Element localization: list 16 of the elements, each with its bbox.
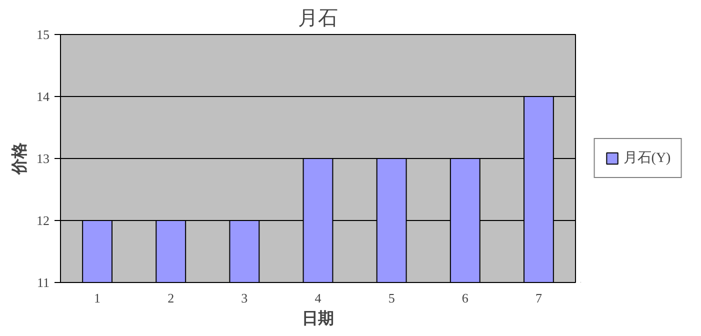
y-tick-label: 13 bbox=[36, 151, 50, 166]
y-axis-title: 价格 bbox=[10, 142, 28, 176]
chart-title: 月石 bbox=[298, 8, 338, 30]
x-tick-label: 5 bbox=[388, 290, 395, 306]
y-tick-label: 12 bbox=[36, 213, 50, 228]
x-tick-label: 3 bbox=[241, 290, 248, 306]
x-tick-label: 7 bbox=[535, 290, 542, 306]
x-tick-label: 1 bbox=[94, 290, 101, 306]
x-tick-label: 4 bbox=[314, 290, 322, 306]
y-tick-label: 14 bbox=[36, 89, 50, 104]
legend-label: 月石(Y) bbox=[623, 150, 671, 167]
x-axis-title: 日期 bbox=[302, 310, 334, 328]
x-tick-label: 6 bbox=[462, 290, 469, 306]
x-tick-label: 2 bbox=[168, 290, 174, 306]
y-tick-label: 11 bbox=[36, 275, 50, 290]
y-tick-label: 15 bbox=[36, 27, 50, 42]
